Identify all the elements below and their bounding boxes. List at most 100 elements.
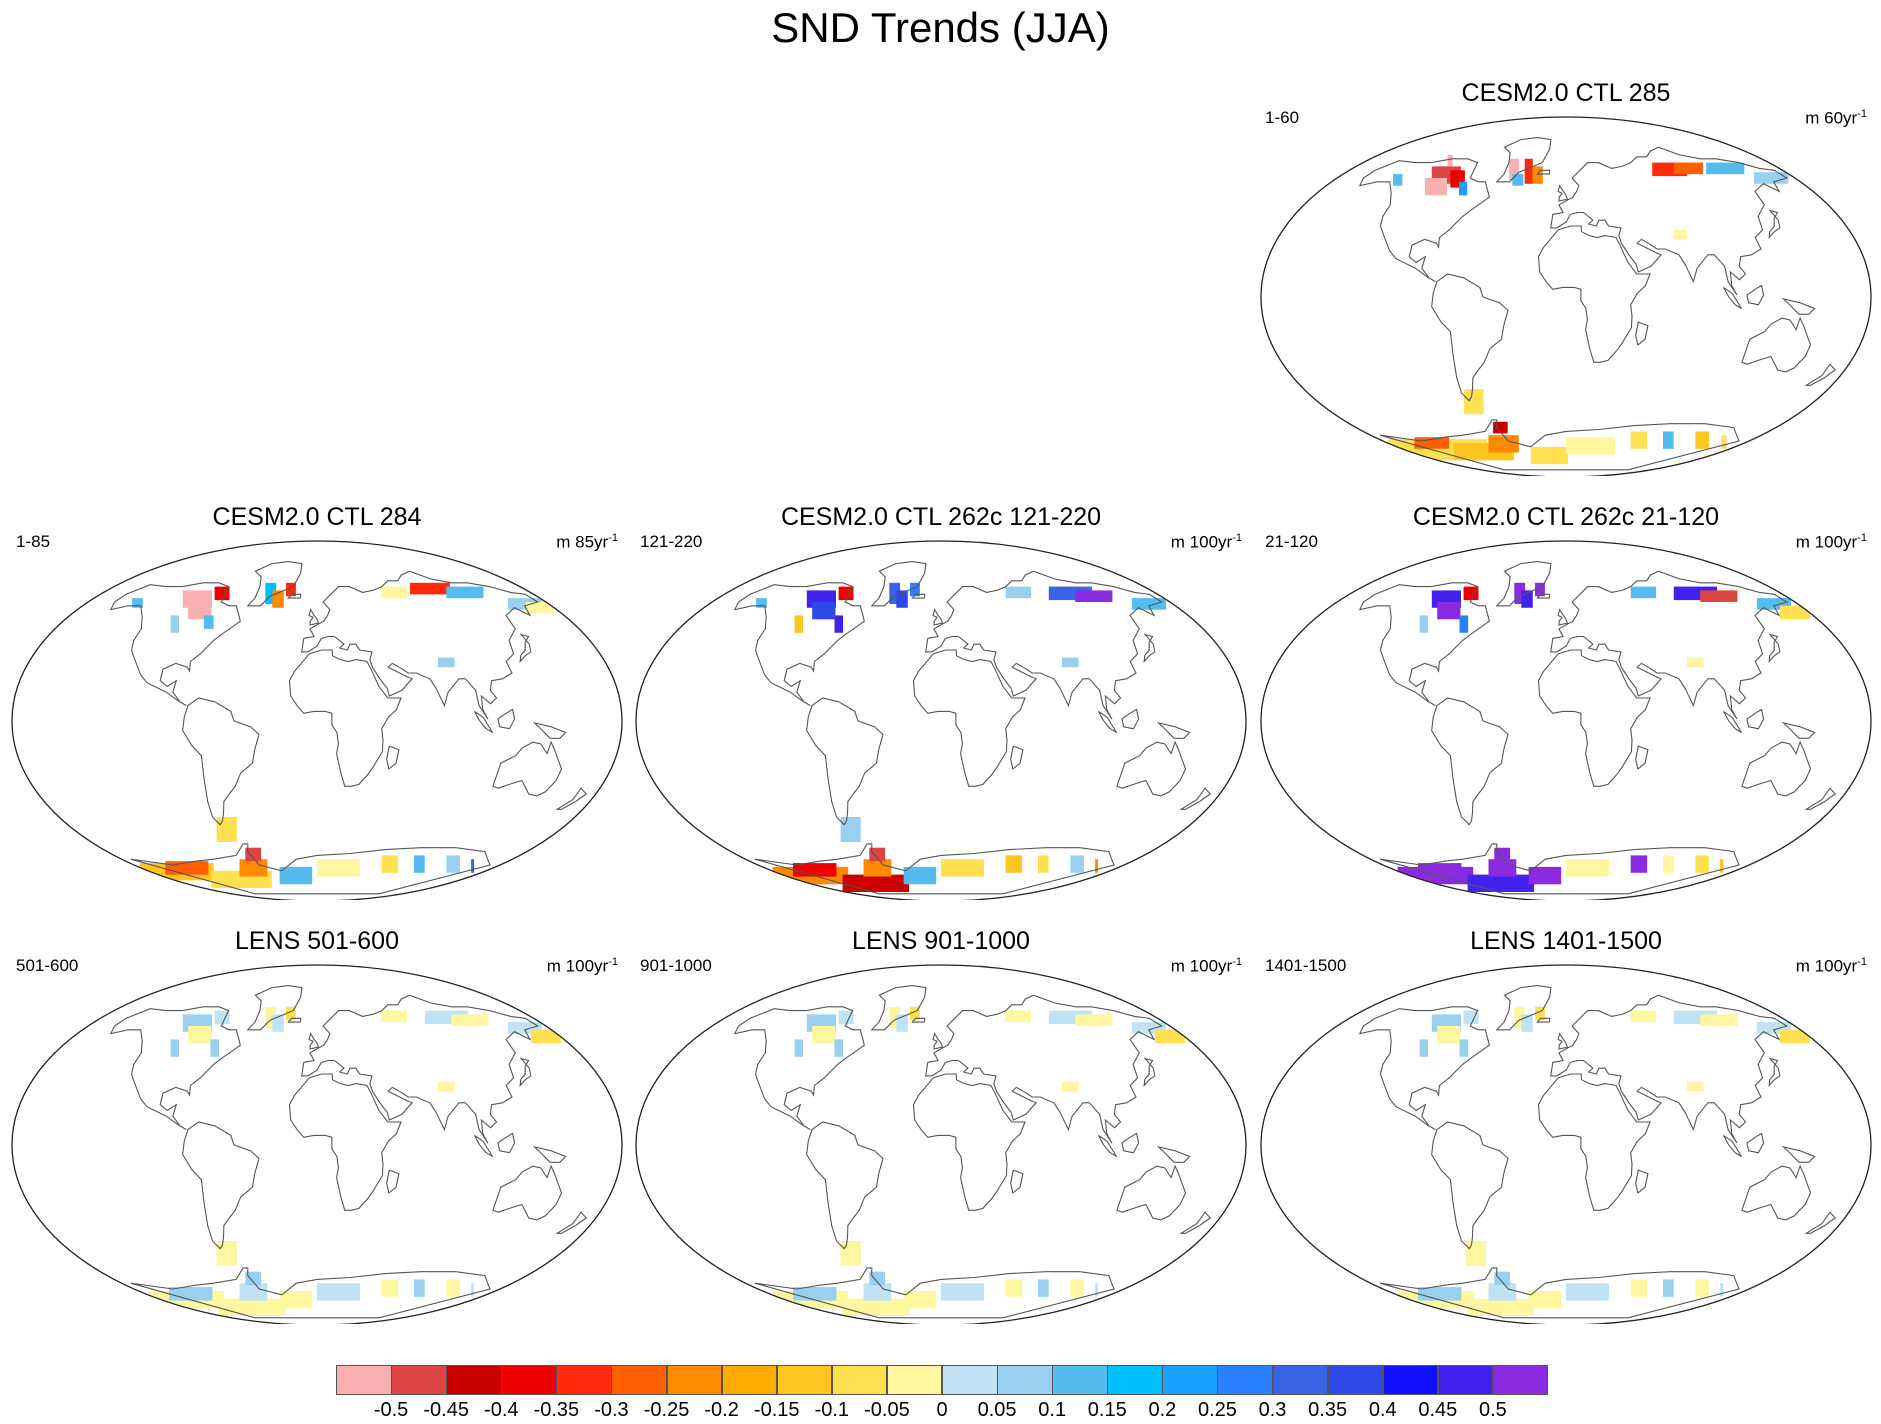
world-map bbox=[1260, 116, 1872, 476]
snow-trend-patch bbox=[1437, 602, 1461, 620]
map-content bbox=[1358, 137, 1837, 471]
australia-outline bbox=[492, 1164, 563, 1221]
colorbar-swatch bbox=[1272, 1365, 1329, 1395]
snow-trend-patch bbox=[756, 598, 767, 608]
snow-trend-patch bbox=[381, 586, 408, 599]
snow-trend-patch bbox=[1459, 1039, 1469, 1057]
eurasia-outline bbox=[301, 994, 540, 1144]
snow-trend-patch bbox=[218, 1298, 286, 1316]
map-border bbox=[11, 540, 623, 900]
greenland-outline bbox=[870, 985, 927, 1031]
snow-trend-patch bbox=[1663, 431, 1674, 449]
africa-outline bbox=[288, 1073, 402, 1211]
japan-outline bbox=[1143, 633, 1156, 664]
new-guinea-outline bbox=[1781, 721, 1816, 739]
snow-trend-patch bbox=[1131, 598, 1166, 610]
panel-units: m 100yr-1 bbox=[1170, 532, 1242, 552]
panel-title: CESM2.0 CTL 285 bbox=[1461, 79, 1671, 107]
snow-trend-patch bbox=[889, 582, 901, 604]
panel-units: m 100yr-1 bbox=[1170, 956, 1242, 976]
snow-trend-patch bbox=[1521, 1014, 1533, 1032]
colorbar-tick-label: 0.45 bbox=[1418, 1399, 1458, 1421]
uk-outline bbox=[308, 1032, 320, 1050]
panel-year-range: 501-600 bbox=[16, 956, 79, 975]
snow-trend-patch bbox=[279, 866, 313, 885]
new-zealand-outline bbox=[1179, 1211, 1212, 1234]
north-america-outline bbox=[733, 582, 865, 707]
south-america-outline bbox=[806, 697, 884, 826]
snow-trend-patch bbox=[1488, 859, 1517, 877]
world-map bbox=[11, 540, 623, 900]
snow-trend-patch bbox=[239, 859, 268, 877]
antarctica-outline bbox=[1379, 419, 1740, 471]
snow-trend-patch bbox=[210, 1039, 220, 1057]
snow-trend-patch bbox=[1038, 1279, 1049, 1297]
map-border bbox=[635, 540, 1247, 900]
snow-trend-patch bbox=[531, 1029, 561, 1044]
colorbar-tick-label: 0.5 bbox=[1479, 1399, 1507, 1421]
uk-outline bbox=[1557, 1032, 1569, 1050]
new-zealand-outline bbox=[555, 1211, 588, 1234]
snow-trend-patch bbox=[1424, 178, 1447, 196]
colorbar-swatch bbox=[831, 1365, 888, 1395]
snow-trend-patch bbox=[840, 817, 861, 842]
snow-trend-patch bbox=[812, 1026, 836, 1044]
snow-trend-patch bbox=[410, 582, 450, 595]
new-zealand-outline bbox=[555, 787, 588, 810]
snow-trend-patch bbox=[1532, 166, 1543, 184]
antarctica-outline bbox=[1379, 843, 1740, 895]
snow-trend-patch bbox=[1686, 1081, 1704, 1092]
madagascar-outline bbox=[1010, 1169, 1024, 1194]
map-panel-ctl262c-21-120: CESM2.0 CTL 262c 21-120 21-120 m 100yr-1 bbox=[1255, 502, 1877, 902]
snow-trend-patch bbox=[1095, 859, 1099, 873]
snow-trend-patch bbox=[437, 1081, 455, 1092]
africa-outline bbox=[288, 649, 402, 787]
snow-trend-patch bbox=[1630, 1279, 1648, 1297]
snow-trend-patch bbox=[1070, 1279, 1084, 1297]
panel-title: CESM2.0 CTL 284 bbox=[212, 503, 422, 531]
snow-trend-patch bbox=[840, 1241, 861, 1266]
eurasia-outline bbox=[1550, 570, 1789, 720]
panel-year-range: 901-1000 bbox=[640, 956, 712, 975]
snow-trend-patch bbox=[1414, 437, 1450, 449]
colorbar-swatch bbox=[1052, 1365, 1108, 1395]
snow-trend-patch bbox=[941, 1283, 984, 1301]
snow-trend-patch bbox=[381, 1010, 408, 1023]
borneo-outline bbox=[1121, 1132, 1140, 1154]
snow-trend-patch bbox=[446, 855, 460, 873]
snow-trend-patch bbox=[1566, 1283, 1609, 1301]
snow-trend-patch bbox=[1535, 582, 1545, 597]
snow-trend-patch bbox=[1630, 855, 1648, 873]
new-guinea-outline bbox=[532, 721, 567, 739]
snow-trend-patch bbox=[1494, 1271, 1511, 1286]
snow-trend-patch bbox=[1514, 1006, 1526, 1028]
colorbar-swatch bbox=[721, 1365, 778, 1395]
north-america-outline bbox=[109, 582, 241, 707]
antarctica-outline bbox=[754, 843, 1115, 895]
south-america-outline bbox=[1431, 1121, 1509, 1250]
colorbar-tick-label: 0.4 bbox=[1368, 1399, 1397, 1421]
snow-trend-patch bbox=[446, 586, 484, 599]
snow-trend-patch bbox=[903, 866, 937, 885]
north-america-outline bbox=[1358, 1006, 1490, 1131]
snow-trend-patch bbox=[1630, 586, 1657, 599]
snow-trend-patch bbox=[1061, 657, 1079, 668]
antarctica-outline bbox=[754, 1267, 1115, 1319]
colorbar-swatch bbox=[1162, 1365, 1218, 1395]
snow-trend-patch bbox=[1695, 855, 1709, 873]
snow-trend-patch bbox=[1155, 1029, 1185, 1044]
snow-trend-patch bbox=[1521, 590, 1533, 608]
snow-trend-patch bbox=[1720, 859, 1724, 873]
snow-trend-patch bbox=[437, 657, 455, 668]
snow-trend-patch bbox=[910, 582, 920, 597]
colorbar-tick-label: 0.25 bbox=[1197, 1399, 1237, 1421]
eurasia-outline bbox=[925, 570, 1164, 720]
colorbar-tick-label: -0.05 bbox=[864, 1399, 910, 1421]
snow-trend-patch bbox=[525, 602, 554, 614]
iceland-outline bbox=[911, 1017, 926, 1023]
colorbar-swatch bbox=[556, 1365, 612, 1395]
uk-outline bbox=[932, 1032, 944, 1050]
south-america-outline bbox=[182, 697, 260, 826]
snow-trend-patch bbox=[1464, 389, 1484, 415]
